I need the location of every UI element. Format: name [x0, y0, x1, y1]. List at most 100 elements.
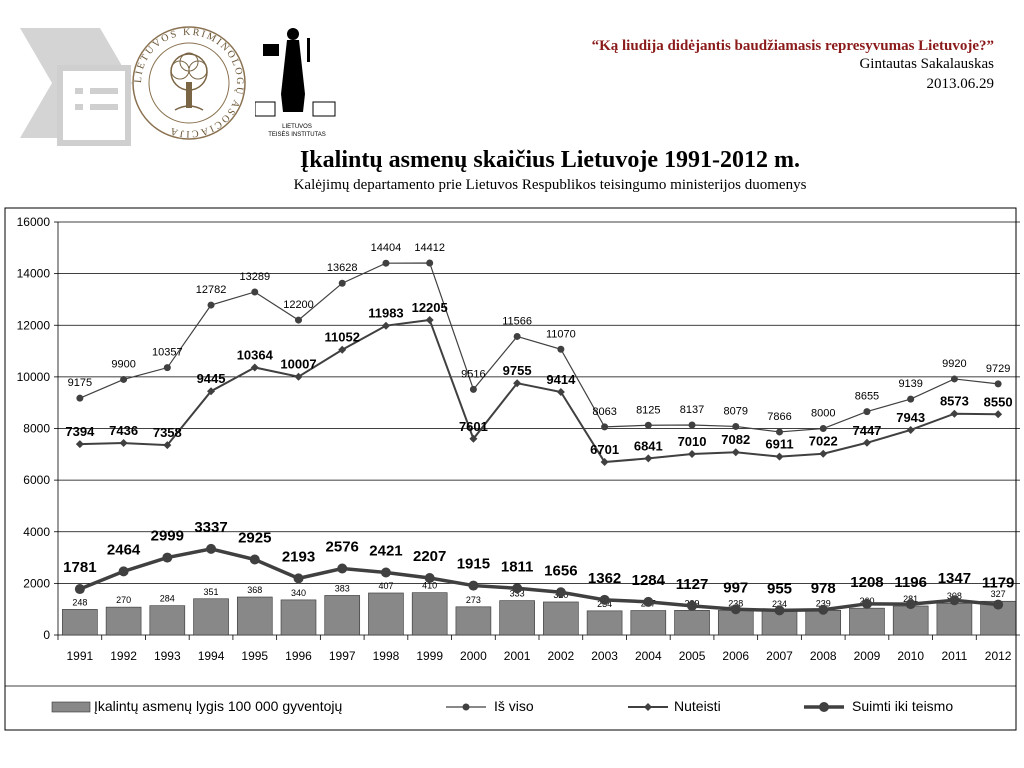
legend-label-bar: Įkalintų asmenų lygis 100 000 gyventojų — [94, 698, 342, 714]
data-label-pretrial: 1179 — [982, 575, 1015, 592]
point-pretrial — [206, 543, 217, 554]
data-label-convicted: 10007 — [280, 357, 316, 372]
data-label-convicted: 7358 — [153, 425, 182, 440]
x-tick-label: 1993 — [154, 649, 181, 663]
data-label-convicted: 7601 — [459, 419, 488, 434]
data-label-convicted: 7447 — [852, 423, 881, 438]
data-label-total: 9900 — [111, 358, 135, 370]
bar — [62, 609, 98, 636]
bar-data-label: 340 — [291, 588, 306, 598]
point-convicted — [338, 345, 347, 354]
point-pretrial — [730, 604, 741, 615]
data-label-total: 14404 — [371, 242, 402, 254]
bar-data-label: 248 — [72, 597, 87, 607]
y-tick-label: 8000 — [23, 422, 50, 436]
bar-data-label: 281 — [903, 594, 918, 604]
x-tick-label: 2007 — [766, 649, 793, 663]
point-total — [644, 421, 652, 429]
point-total — [120, 375, 128, 383]
svg-text:TEISĖS INSTITUTAS: TEISĖS INSTITUTAS — [268, 131, 326, 138]
x-tick-label: 2002 — [548, 649, 575, 663]
bar — [368, 592, 404, 636]
data-label-total: 14412 — [414, 242, 445, 254]
point-pretrial — [599, 594, 610, 605]
data-label-total: 11070 — [546, 328, 576, 340]
data-label-pretrial: 2421 — [369, 543, 402, 560]
data-label-total: 13628 — [327, 262, 358, 274]
data-label-convicted: 9414 — [546, 372, 576, 387]
x-tick-label: 1995 — [241, 649, 268, 663]
data-label-total: 8000 — [811, 408, 835, 420]
chart-title: Įkalintų asmenų skaičius Lietuvoje 1991-… — [299, 147, 801, 173]
data-label-convicted: 7082 — [721, 432, 750, 447]
bar-data-label: 368 — [247, 585, 262, 595]
data-label-total: 9729 — [986, 363, 1010, 375]
x-tick-label: 2010 — [897, 649, 924, 663]
point-total — [776, 428, 783, 436]
point-convicted — [688, 450, 697, 459]
data-label-pretrial: 2576 — [326, 539, 359, 556]
point-convicted — [994, 410, 1003, 419]
point-convicted — [950, 409, 959, 418]
data-label-total: 8125 — [636, 404, 660, 416]
presentation-title: “Ką liudija didėjantis baudžiamasis repr… — [591, 38, 994, 54]
series-line-pretrial — [79, 547, 999, 613]
data-label-total: 12200 — [283, 299, 314, 311]
bar — [193, 598, 229, 636]
bar — [105, 606, 142, 636]
chart-frame — [4, 207, 1017, 731]
x-tick-label: 2011 — [942, 649, 968, 663]
y-tick-label: 14000 — [17, 267, 51, 281]
data-label-pretrial: 1656 — [544, 562, 577, 579]
data-label-convicted: 10364 — [237, 347, 274, 362]
data-label-convicted: 7010 — [678, 434, 707, 449]
data-label-pretrial: 1196 — [894, 574, 927, 591]
point-convicted — [207, 387, 216, 396]
bar — [280, 599, 317, 636]
data-label-convicted: 7943 — [896, 410, 925, 425]
point-convicted — [600, 458, 609, 467]
author-name: Gintautas Sakalauskas — [859, 56, 994, 72]
x-tick-label: 2012 — [985, 649, 1012, 663]
data-label-pretrial: 1362 — [588, 570, 621, 587]
point-convicted — [119, 439, 128, 448]
point-convicted — [644, 454, 653, 463]
point-pretrial — [555, 587, 566, 598]
point-convicted — [862, 438, 871, 447]
x-tick-label: 2000 — [460, 649, 487, 663]
point-convicted — [775, 452, 784, 461]
data-label-convicted: 6701 — [590, 442, 619, 457]
chart-subtitle: Kalėjimų departamento prie Lietuvos Resp… — [293, 177, 807, 193]
x-tick-label: 2008 — [810, 649, 837, 663]
point-pretrial — [424, 573, 435, 584]
bar-data-label: 383 — [335, 583, 350, 593]
data-label-pretrial: 1284 — [632, 572, 666, 589]
bar-data-label: 333 — [510, 589, 525, 599]
presentation-date: 2013.06.29 — [926, 76, 995, 92]
point-pretrial — [687, 600, 698, 611]
data-label-total: 8655 — [855, 391, 879, 403]
data-label-total: 10357 — [152, 347, 183, 359]
data-label-convicted: 11983 — [368, 306, 403, 321]
data-label-pretrial: 2464 — [107, 541, 141, 558]
bar — [543, 601, 579, 636]
y-tick-label: 6000 — [23, 473, 50, 487]
bar — [849, 607, 885, 636]
point-convicted — [163, 441, 172, 450]
bar-data-label: 270 — [116, 595, 131, 605]
point-pretrial — [774, 605, 785, 616]
bar-data-label: 410 — [422, 581, 437, 591]
point-convicted — [469, 434, 478, 443]
point-total — [601, 423, 609, 431]
point-pretrial — [162, 552, 173, 563]
point-total — [469, 385, 477, 393]
x-tick-label: 1998 — [373, 649, 400, 663]
data-label-total: 8137 — [680, 404, 704, 416]
bar-data-label: 351 — [204, 587, 219, 597]
data-label-pretrial: 1811 — [501, 558, 534, 575]
point-total — [76, 394, 84, 402]
legend-label-total: Iš viso — [494, 698, 534, 714]
data-label-pretrial: 1781 — [63, 559, 96, 576]
bar — [936, 602, 973, 636]
point-convicted — [731, 448, 740, 457]
